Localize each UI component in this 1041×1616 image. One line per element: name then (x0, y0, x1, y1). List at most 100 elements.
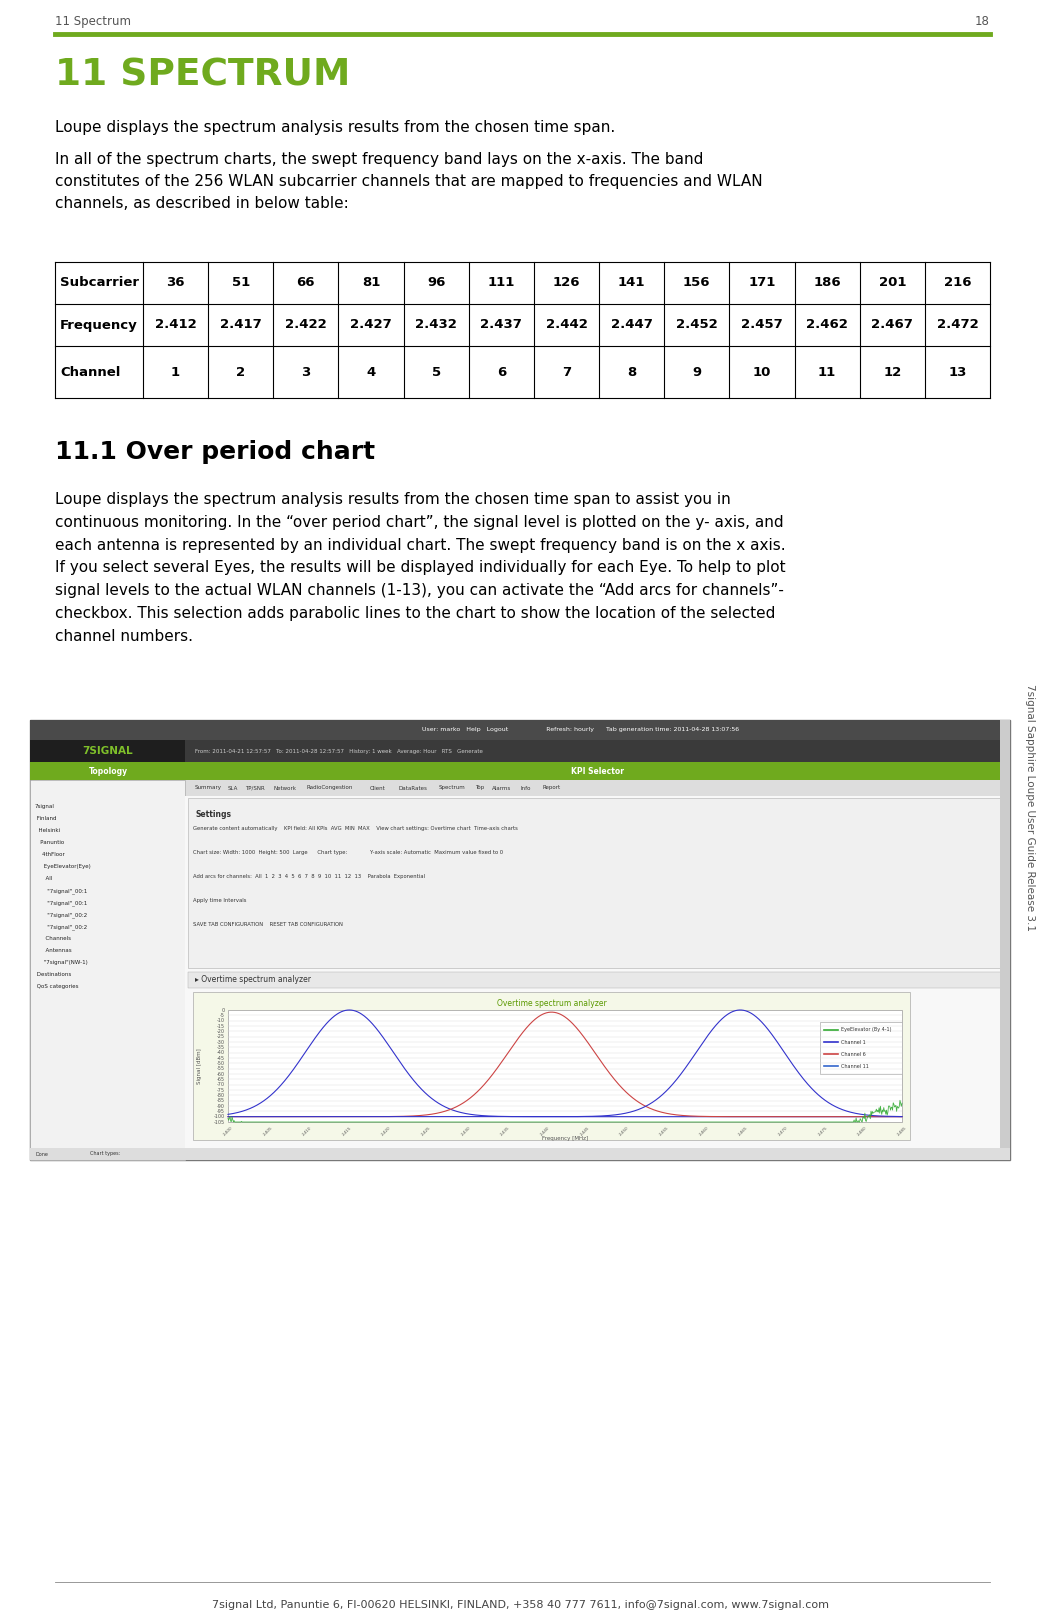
Bar (30, 763, 1010, 781)
Text: -15: -15 (217, 1023, 225, 1028)
Text: 2.415: 2.415 (341, 1126, 353, 1138)
Text: 156: 156 (683, 276, 711, 289)
Text: 1: 1 (171, 365, 180, 378)
Text: -45: -45 (217, 1055, 225, 1060)
Text: Add arcs for channels:  All  1  2  3  4  5  6  7  8  9  10  11  12  13    Parabo: Add arcs for channels: All 1 2 3 4 5 6 7… (193, 874, 425, 879)
Bar (30, 721, 1010, 740)
Text: SAVE TAB CONFIGURATION    RESET TAB CONFIGURATION: SAVE TAB CONFIGURATION RESET TAB CONFIGU… (193, 923, 342, 928)
Text: 2.447: 2.447 (611, 318, 653, 331)
Text: 81: 81 (362, 276, 380, 289)
Text: -5: -5 (220, 1013, 225, 1018)
Text: "7signal"_00:2: "7signal"_00:2 (35, 924, 87, 929)
Text: -105: -105 (213, 1120, 225, 1125)
Text: 5: 5 (432, 365, 440, 378)
Text: Client: Client (370, 785, 385, 790)
Text: -65: -65 (217, 1076, 225, 1081)
Text: 2.405: 2.405 (262, 1126, 273, 1138)
Text: 11 Spectrum: 11 Spectrum (55, 15, 131, 27)
Text: 2.480: 2.480 (857, 1126, 868, 1138)
Text: 2.450: 2.450 (619, 1126, 630, 1138)
Text: SLA: SLA (228, 785, 238, 790)
Bar (193, 992, 910, 1139)
Text: Channel: Channel (60, 365, 121, 378)
Text: 2.440: 2.440 (539, 1126, 551, 1138)
Text: Subcarrier: Subcarrier (60, 276, 139, 289)
Text: 2.467: 2.467 (871, 318, 913, 331)
Text: 96: 96 (427, 276, 446, 289)
Text: Generate content automatically    KPI field: All KPIs  AVG  MIN  MAX    View cha: Generate content automatically KPI field… (193, 826, 517, 831)
Text: -30: -30 (217, 1039, 225, 1044)
Text: Helsinki: Helsinki (35, 827, 60, 832)
Text: 11: 11 (818, 365, 836, 378)
Text: Destinations: Destinations (35, 971, 71, 978)
Bar (188, 798, 1007, 968)
Text: 36: 36 (167, 276, 185, 289)
Text: 9: 9 (692, 365, 702, 378)
Text: EyeElevator(Eye): EyeElevator(Eye) (35, 865, 91, 869)
Bar (30, 721, 1010, 1160)
Text: 7SIGNAL: 7SIGNAL (82, 747, 133, 756)
Bar (30, 740, 185, 763)
Text: 2.442: 2.442 (545, 318, 587, 331)
Text: All: All (35, 876, 52, 881)
Text: -20: -20 (217, 1029, 225, 1034)
Text: Frequency [MHz]: Frequency [MHz] (542, 1136, 588, 1141)
Text: Chart size: Width: 1000  Height: 500  Large      Chart type:              Y-axis: Chart size: Width: 1000 Height: 500 Larg… (193, 850, 503, 855)
Text: 11.1 Over period chart: 11.1 Over period chart (55, 440, 375, 464)
Text: User: marko   Help   Logout                   Refresh: hourly      Tab generatio: User: marko Help Logout Refresh: hourly … (422, 727, 739, 732)
Text: Loupe displays the spectrum analysis results from the chosen time span to assist: Loupe displays the spectrum analysis res… (55, 491, 786, 643)
Text: Frequency: Frequency (60, 318, 137, 331)
Text: 2: 2 (236, 365, 246, 378)
Text: 66: 66 (297, 276, 315, 289)
Text: 2.420: 2.420 (381, 1126, 392, 1138)
Text: KPI Selector: KPI Selector (572, 766, 624, 776)
Text: 3: 3 (301, 365, 310, 378)
Text: 2.427: 2.427 (350, 318, 391, 331)
Text: Top: Top (475, 785, 484, 790)
Text: 4thFloor: 4thFloor (35, 852, 65, 856)
Text: From: 2011-04-21 12:57:57   To: 2011-04-28 12:57:57   History: 1 week   Average:: From: 2011-04-21 12:57:57 To: 2011-04-28… (195, 748, 483, 753)
Text: -80: -80 (217, 1092, 225, 1097)
Bar (228, 1010, 902, 1122)
Text: Summary: Summary (195, 785, 222, 790)
Bar (820, 1021, 902, 1075)
Text: 2.412: 2.412 (155, 318, 197, 331)
Text: RadioCongestion: RadioCongestion (306, 785, 353, 790)
Text: Overtime spectrum analyzer: Overtime spectrum analyzer (497, 1000, 606, 1008)
Text: Loupe displays the spectrum analysis results from the chosen time span.: Loupe displays the spectrum analysis res… (55, 120, 615, 136)
Text: "7signal"_00:1: "7signal"_00:1 (35, 900, 87, 905)
Text: EyeElevator (By 4-1): EyeElevator (By 4-1) (841, 1028, 891, 1033)
Text: 8: 8 (627, 365, 636, 378)
Text: 2.430: 2.430 (460, 1126, 472, 1138)
Text: Info: Info (520, 785, 532, 790)
Text: -50: -50 (217, 1060, 225, 1067)
Text: "7signal"_00:1: "7signal"_00:1 (35, 889, 87, 894)
Text: 2.485: 2.485 (896, 1126, 908, 1138)
Text: Alarms: Alarms (492, 785, 511, 790)
Text: -60: -60 (217, 1071, 225, 1076)
Text: 51: 51 (231, 276, 250, 289)
Text: -75: -75 (217, 1088, 225, 1092)
Text: Spectrum: Spectrum (438, 785, 465, 790)
Text: -70: -70 (217, 1083, 225, 1088)
Bar (1000, 721, 1010, 1160)
Text: Channels: Channels (35, 936, 71, 941)
Text: 7signal: 7signal (35, 805, 55, 810)
Text: 2.425: 2.425 (421, 1126, 432, 1138)
Text: QoS categories: QoS categories (35, 984, 78, 989)
Text: 111: 111 (487, 276, 515, 289)
Bar (30, 1147, 1010, 1160)
Text: 2.445: 2.445 (580, 1126, 590, 1138)
Text: Network: Network (274, 785, 297, 790)
Text: 2.400: 2.400 (223, 1126, 233, 1138)
Bar (185, 740, 1010, 763)
Text: In all of the spectrum charts, the swept frequency band lays on the x-axis. The : In all of the spectrum charts, the swept… (55, 152, 763, 212)
Bar (188, 971, 1007, 987)
Text: 2.465: 2.465 (738, 1126, 748, 1138)
Text: TP/SNR: TP/SNR (245, 785, 264, 790)
Text: 2.435: 2.435 (500, 1126, 511, 1138)
Text: "7signal"(NW-1): "7signal"(NW-1) (35, 960, 87, 965)
Text: -40: -40 (217, 1050, 225, 1055)
Text: 2.460: 2.460 (699, 1126, 709, 1138)
Text: Antennas: Antennas (35, 949, 72, 953)
